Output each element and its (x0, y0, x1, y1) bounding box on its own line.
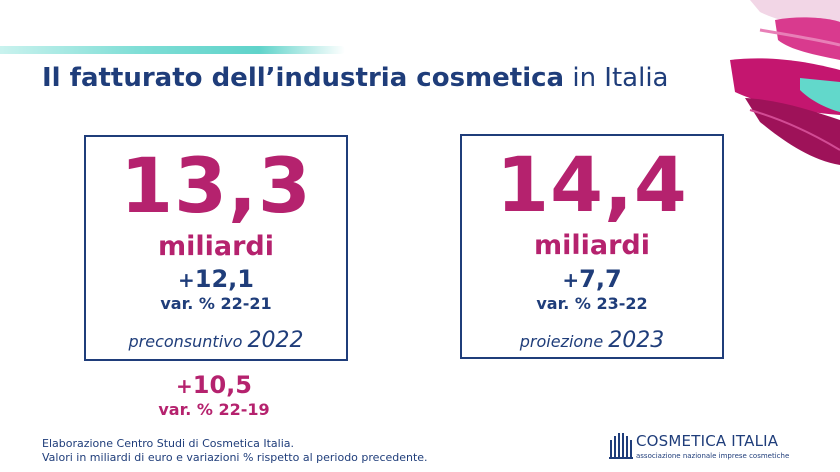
revenue-2022-value: 13,3 (120, 141, 312, 230)
cosmetica-italia-logo-icon (609, 433, 633, 459)
revenue-2022-variation: +12,1 (86, 267, 346, 291)
variation-2019-value: +10,5 (128, 373, 300, 397)
footer-line-1: Elaborazione Centro Studi di Cosmetica I… (42, 437, 295, 450)
variation-sign: + (562, 268, 580, 292)
period-year: 2022 (247, 328, 304, 353)
footer-line-2: Valori in miliardi di euro e variazioni … (42, 451, 428, 464)
revenue-2022-box: 13,3 miliardi +12,1 var. % 22-21 precons… (84, 135, 348, 361)
revenue-2023-box: 14,4 miliardi +7,7 var. % 23-22 proiezio… (460, 134, 724, 359)
lipstick-brush-stroke-icon (730, 0, 840, 165)
variation-2019-label: var. % 22-19 (158, 400, 270, 419)
cosmetica-italia-logo: COSMETICA ITALIA associazione nazionale … (609, 428, 799, 464)
period-word: preconsuntivo (128, 332, 243, 351)
revenue-2023-variation: +7,7 (462, 267, 722, 291)
revenue-2023-period: proiezione 2023 (462, 330, 722, 352)
period-year: 2023 (608, 328, 665, 353)
logo-name: COSMETICA ITALIA (636, 432, 779, 450)
page-title: Il fatturato dell’industria cosmetica in… (42, 63, 668, 93)
period-word: proiezione (519, 332, 604, 351)
variation-sign: + (176, 374, 193, 398)
revenue-2023-unit: miliardi (533, 230, 650, 261)
variation-sign: + (178, 268, 195, 292)
page-title-bold: Il fatturato dell’industria cosmetica (42, 63, 565, 93)
teal-accent-stripe (0, 46, 345, 54)
revenue-2022-variation-label: var. % 22-21 (160, 294, 272, 313)
page-title-rest: in Italia (564, 63, 669, 93)
variation-value: 10,5 (192, 371, 252, 399)
footer-note: Elaborazione Centro Studi di Cosmetica I… (42, 437, 428, 465)
variation-value: 7,7 (579, 265, 622, 293)
logo-tagline: associazione nazionale imprese cosmetich… (636, 452, 790, 460)
revenue-2023-value: 14,4 (496, 140, 688, 229)
variation-value: 12,1 (194, 265, 254, 293)
revenue-2022-unit: miliardi (157, 231, 274, 262)
revenue-2022-period: preconsuntivo 2022 (86, 330, 346, 352)
revenue-2023-variation-label: var. % 23-22 (536, 294, 648, 313)
